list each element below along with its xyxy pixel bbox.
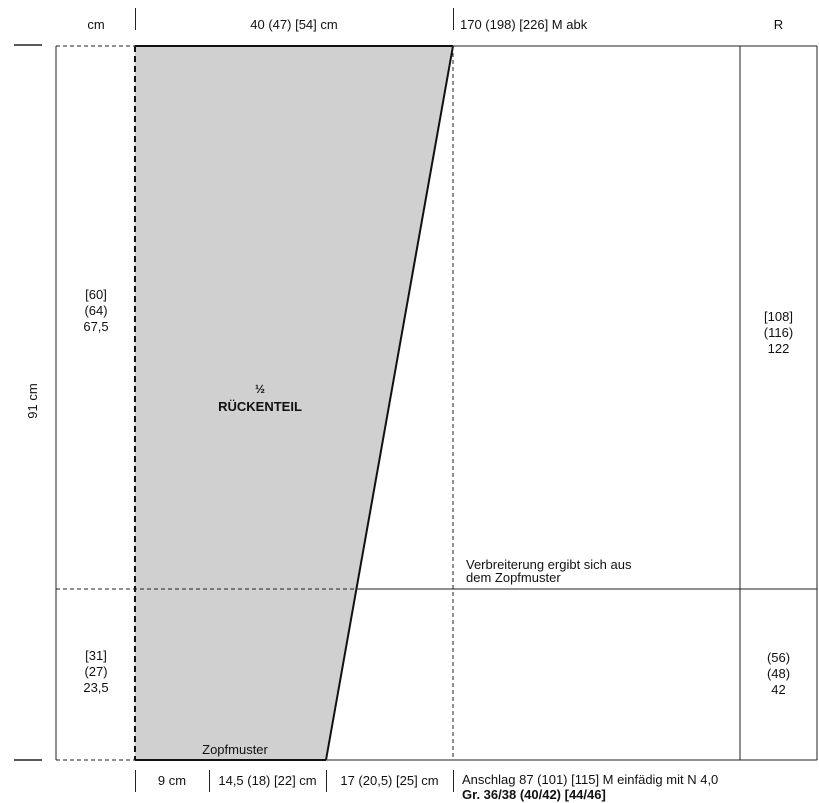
footer-segment-2: 14,5 (18) [22] cm (218, 773, 317, 788)
right-lower-rows-3: 42 (771, 682, 786, 697)
header-separator-1 (135, 8, 136, 30)
right-lower-rows-2: (48) (766, 666, 791, 681)
footer-separator-2 (209, 770, 210, 792)
right-upper-rows-2: (116) (763, 325, 794, 340)
widening-note-line-2: dem Zopfmuster (466, 570, 561, 585)
footer-segment-3: 17 (20,5) [25] cm (340, 773, 439, 788)
left-lower-height-1: [31] (85, 648, 107, 663)
footer-separator-3 (326, 770, 327, 792)
piece-name-label: RÜCKENTEIL (218, 399, 302, 414)
right-upper-rows-1: [108] (764, 309, 793, 324)
header-unit-label: cm (87, 17, 105, 32)
pattern-label: Zopfmuster (202, 742, 268, 757)
header-rows-label: R (773, 17, 784, 32)
left-upper-height-2: (64) (84, 303, 108, 318)
header-cast-off-label: 170 (198) [226] M abk (460, 17, 588, 32)
left-upper-height-3: 67,5 (83, 319, 109, 334)
right-upper-rows-3: 122 (767, 341, 790, 356)
footer-sizes-label: Gr. 36/38 (40/42) [44/46] (462, 787, 606, 802)
left-lower-height-2: (27) (84, 664, 108, 679)
widening-note-line-1: Verbreiterung ergibt sich aus (466, 557, 632, 572)
header-width-label: 40 (47) [54] cm (250, 17, 338, 32)
piece-fraction-label: ½ (254, 382, 265, 396)
right-lower-rows-1: (56) (766, 650, 791, 665)
footer-cast-on-label: Anschlag 87 (101) [115] M einfädig mit N… (462, 772, 719, 787)
footer-separator-4 (453, 770, 454, 792)
total-height-label: 91 cm (25, 383, 40, 419)
header-separator-2 (453, 8, 454, 30)
left-lower-height-3: 23,5 (83, 680, 109, 695)
footer-separator-1 (135, 770, 136, 792)
footer-segment-1: 9 cm (157, 773, 187, 788)
back-piece-shape (135, 46, 453, 760)
piece-slanted-edge (325, 45, 454, 761)
left-upper-height-1: [60] (85, 287, 107, 302)
